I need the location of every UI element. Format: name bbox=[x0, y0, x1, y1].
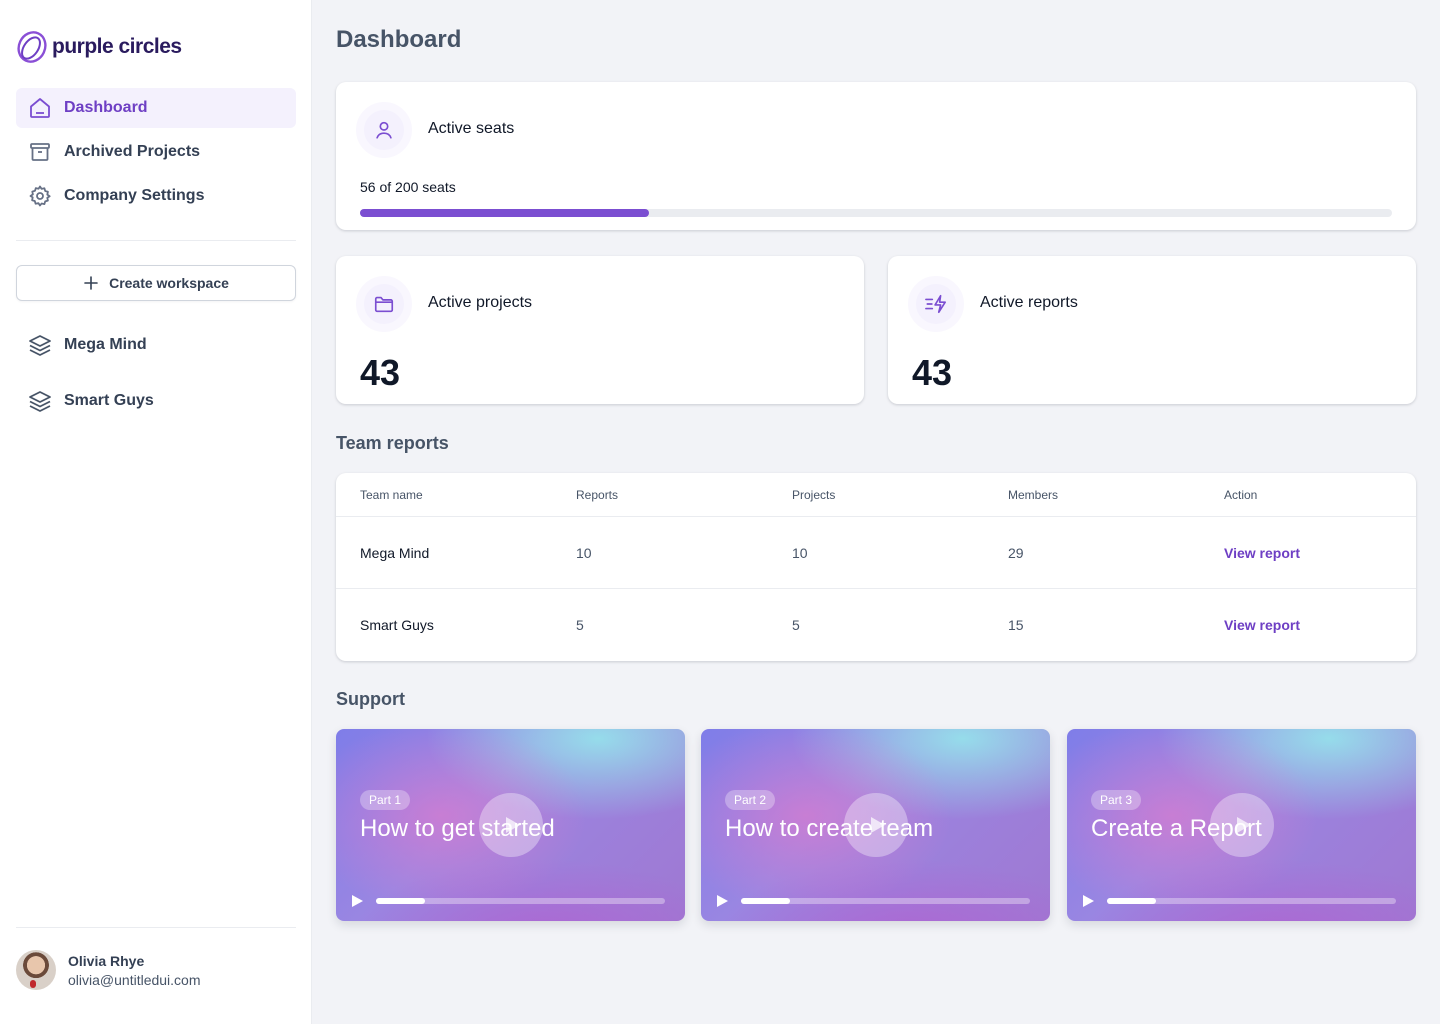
active-projects-label: Active projects bbox=[428, 294, 533, 311]
play-icon bbox=[506, 817, 520, 833]
cell-projects: 5 bbox=[792, 617, 800, 633]
cell-members: 29 bbox=[1008, 544, 1024, 561]
team-reports-title: Team reports bbox=[336, 433, 449, 453]
user-profile[interactable]: Olivia Rhye olivia@untitledui.com bbox=[16, 950, 201, 990]
user-email: olivia@untitledui.com bbox=[68, 971, 201, 988]
video-title: How to create team bbox=[725, 815, 934, 842]
cell-projects: 10 bbox=[792, 544, 808, 561]
column-header-members: Members bbox=[1008, 487, 1059, 502]
user-info: Olivia Rhye olivia@untitledui.com bbox=[68, 953, 201, 988]
sidebar-item-company-settings[interactable]: Company Settings bbox=[16, 176, 296, 216]
table-row: Mega Mind 10 10 29 View report bbox=[336, 517, 1416, 589]
create-workspace-label: Create workspace bbox=[109, 275, 229, 291]
seats-progress-fill bbox=[360, 209, 649, 217]
user-name: Olivia Rhye bbox=[68, 952, 145, 969]
folder-icon-circle bbox=[356, 276, 412, 332]
active-seats-card: Active seats 56 of 200 seats bbox=[336, 82, 1416, 230]
logo[interactable]: purple circles bbox=[16, 30, 182, 64]
workspace-label: Smart Guys bbox=[64, 392, 154, 409]
user-icon bbox=[376, 121, 392, 139]
video-progress-fill bbox=[1107, 898, 1157, 904]
play-icon[interactable] bbox=[1081, 894, 1095, 908]
video-title: Create a Report bbox=[1091, 815, 1262, 842]
active-seats-label: Active seats bbox=[428, 120, 515, 137]
workspace-item-smart-guys[interactable]: Smart Guys bbox=[16, 381, 296, 421]
page-title: Dashboard bbox=[336, 26, 462, 53]
video-progress-track[interactable] bbox=[741, 898, 1030, 904]
table-row: Smart Guys 5 5 15 View report bbox=[336, 589, 1416, 661]
play-icon bbox=[1237, 817, 1251, 833]
column-header-reports: Reports bbox=[576, 487, 619, 502]
video-progress-fill bbox=[741, 898, 791, 904]
column-header-action: Action bbox=[1224, 487, 1258, 502]
cell-reports: 5 bbox=[576, 617, 584, 633]
sidebar: purple circles Dashboard Archived Projec… bbox=[0, 0, 312, 1024]
support-title: Support bbox=[336, 689, 405, 709]
cell-team-name: Mega Mind bbox=[360, 544, 430, 561]
video-part-badge: Part 1 bbox=[360, 790, 411, 810]
lightning-icon bbox=[925, 294, 946, 314]
sidebar-nav: Dashboard Archived Projects Company Sett… bbox=[16, 88, 296, 220]
support-video-2[interactable]: Part 2 How to create team bbox=[701, 729, 1050, 921]
table-header: Team name Reports Projects Members Actio… bbox=[336, 473, 1416, 517]
column-header-projects: Projects bbox=[792, 487, 836, 502]
sidebar-item-label: Dashboard bbox=[64, 99, 148, 116]
workspace-item-mega-mind[interactable]: Mega Mind bbox=[16, 325, 296, 365]
view-report-link[interactable]: View report bbox=[1224, 617, 1300, 633]
video-progress-track[interactable] bbox=[1107, 898, 1396, 904]
sidebar-item-label: Company Settings bbox=[64, 187, 205, 204]
plus-icon bbox=[84, 276, 98, 290]
video-progress-fill bbox=[376, 898, 426, 904]
active-reports-value: 43 bbox=[912, 352, 953, 393]
logo-text: purple circles bbox=[52, 35, 182, 58]
video-play-button[interactable] bbox=[844, 793, 908, 857]
support-video-1[interactable]: Part 1 How to get started bbox=[336, 729, 685, 921]
sidebar-item-dashboard[interactable]: Dashboard bbox=[16, 88, 296, 128]
logo-circles-icon bbox=[17, 31, 47, 63]
video-part-badge: Part 3 bbox=[1091, 790, 1142, 810]
cell-reports: 10 bbox=[576, 544, 592, 561]
folder-icon bbox=[374, 296, 394, 313]
active-projects-value: 43 bbox=[360, 352, 401, 393]
video-play-button[interactable] bbox=[1210, 793, 1274, 857]
create-workspace-button[interactable]: Create workspace bbox=[16, 265, 296, 301]
sidebar-item-label: Archived Projects bbox=[64, 143, 201, 160]
play-icon[interactable] bbox=[715, 894, 729, 908]
archive-icon bbox=[30, 143, 50, 161]
column-header-team-name: Team name bbox=[360, 487, 423, 502]
active-projects-card: Active projects 43 bbox=[336, 256, 864, 404]
seats-progress-bar bbox=[360, 209, 1392, 217]
home-icon bbox=[30, 98, 50, 118]
video-title: How to get started bbox=[360, 815, 555, 842]
view-report-link[interactable]: View report bbox=[1224, 544, 1300, 561]
play-icon bbox=[871, 817, 885, 833]
user-icon-circle bbox=[356, 102, 412, 158]
team-reports-table: Team name Reports Projects Members Actio… bbox=[336, 473, 1416, 661]
sidebar-item-archived-projects[interactable]: Archived Projects bbox=[16, 132, 296, 172]
support-video-3[interactable]: Part 3 Create a Report bbox=[1067, 729, 1416, 921]
active-reports-label: Active reports bbox=[980, 294, 1078, 311]
avatar bbox=[16, 950, 56, 990]
workspace-label: Mega Mind bbox=[64, 336, 147, 353]
layers-icon bbox=[29, 335, 51, 356]
layers-icon bbox=[29, 391, 51, 412]
cell-members: 15 bbox=[1008, 617, 1024, 633]
video-part-badge: Part 2 bbox=[725, 790, 776, 810]
video-play-button[interactable] bbox=[479, 793, 543, 857]
lightning-icon-circle bbox=[908, 276, 964, 332]
video-progress-track[interactable] bbox=[376, 898, 665, 904]
sidebar-divider bbox=[16, 240, 296, 241]
workspace-list: Mega Mind Smart Guys bbox=[16, 325, 296, 437]
play-icon[interactable] bbox=[350, 894, 364, 908]
seats-count-text: 56 of 200 seats bbox=[360, 179, 456, 195]
sidebar-footer-divider bbox=[16, 927, 296, 928]
cell-team-name: Smart Guys bbox=[360, 617, 434, 633]
active-reports-card: Active reports 43 bbox=[888, 256, 1416, 404]
gear-icon bbox=[29, 185, 51, 207]
